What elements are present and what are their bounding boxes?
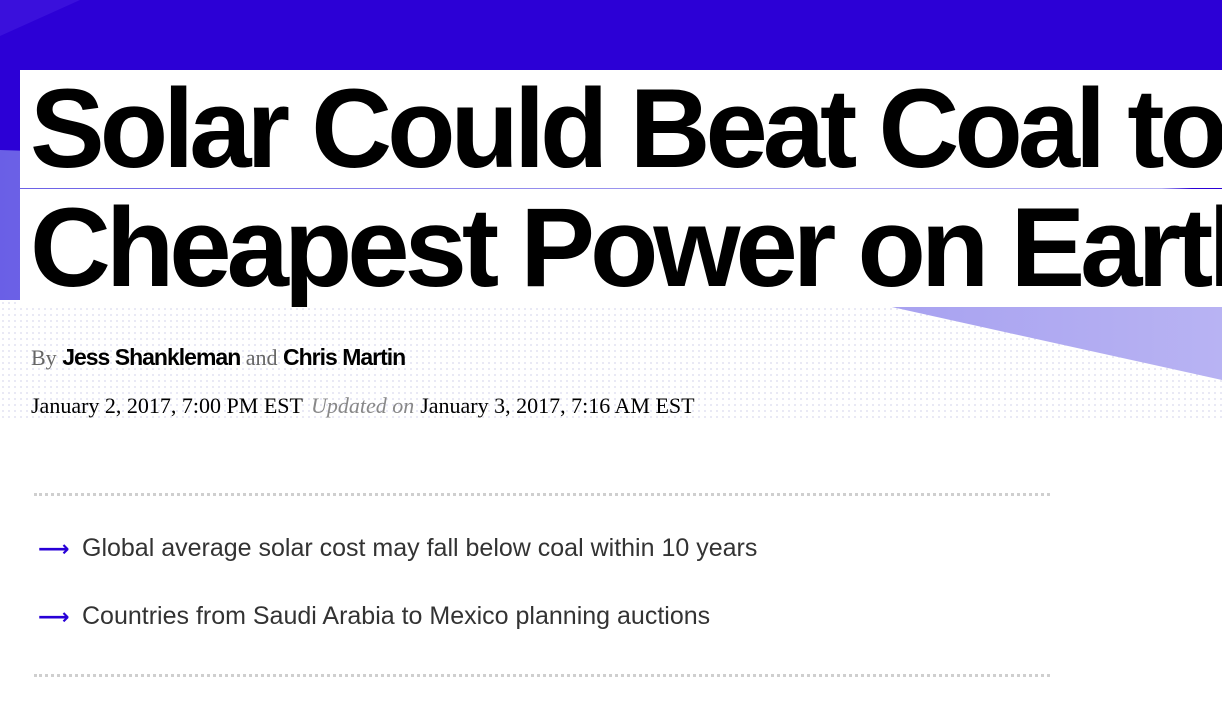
author-link-jess-shankleman[interactable]: Jess Shankleman xyxy=(62,344,241,370)
summary-bullet: ⟶ Countries from Saudi Arabia to Mexico … xyxy=(38,602,710,631)
author-link-chris-martin[interactable]: Chris Martin xyxy=(283,344,406,370)
byline-and: and xyxy=(245,345,278,370)
headline-line-2: Cheapest Power on Earth xyxy=(20,189,1222,307)
arrow-right-icon: ⟶ xyxy=(38,535,70,561)
summary-bullet-text: Global average solar cost may fall below… xyxy=(82,534,758,562)
summary-divider-top xyxy=(34,493,1050,496)
arrow-right-icon: ⟶ xyxy=(38,603,70,629)
updated-date: January 3, 2017, 7:16 AM EST xyxy=(420,393,695,418)
byline: By Jess Shankleman and Chris Martin xyxy=(31,344,406,371)
published-date: January 2, 2017, 7:00 PM EST xyxy=(31,393,303,418)
summary-divider-bottom xyxy=(34,674,1050,677)
headline-line-1: Solar Could Beat Coal to Become the xyxy=(20,70,1222,188)
updated-label: Updated on xyxy=(310,393,415,418)
dateline: January 2, 2017, 7:00 PM EST Updated on Ja… xyxy=(31,393,695,419)
summary-bullet: ⟶ Global average solar cost may fall bel… xyxy=(38,534,757,563)
byline-by: By xyxy=(31,345,57,370)
summary-bullet-text: Countries from Saudi Arabia to Mexico pl… xyxy=(82,602,711,630)
